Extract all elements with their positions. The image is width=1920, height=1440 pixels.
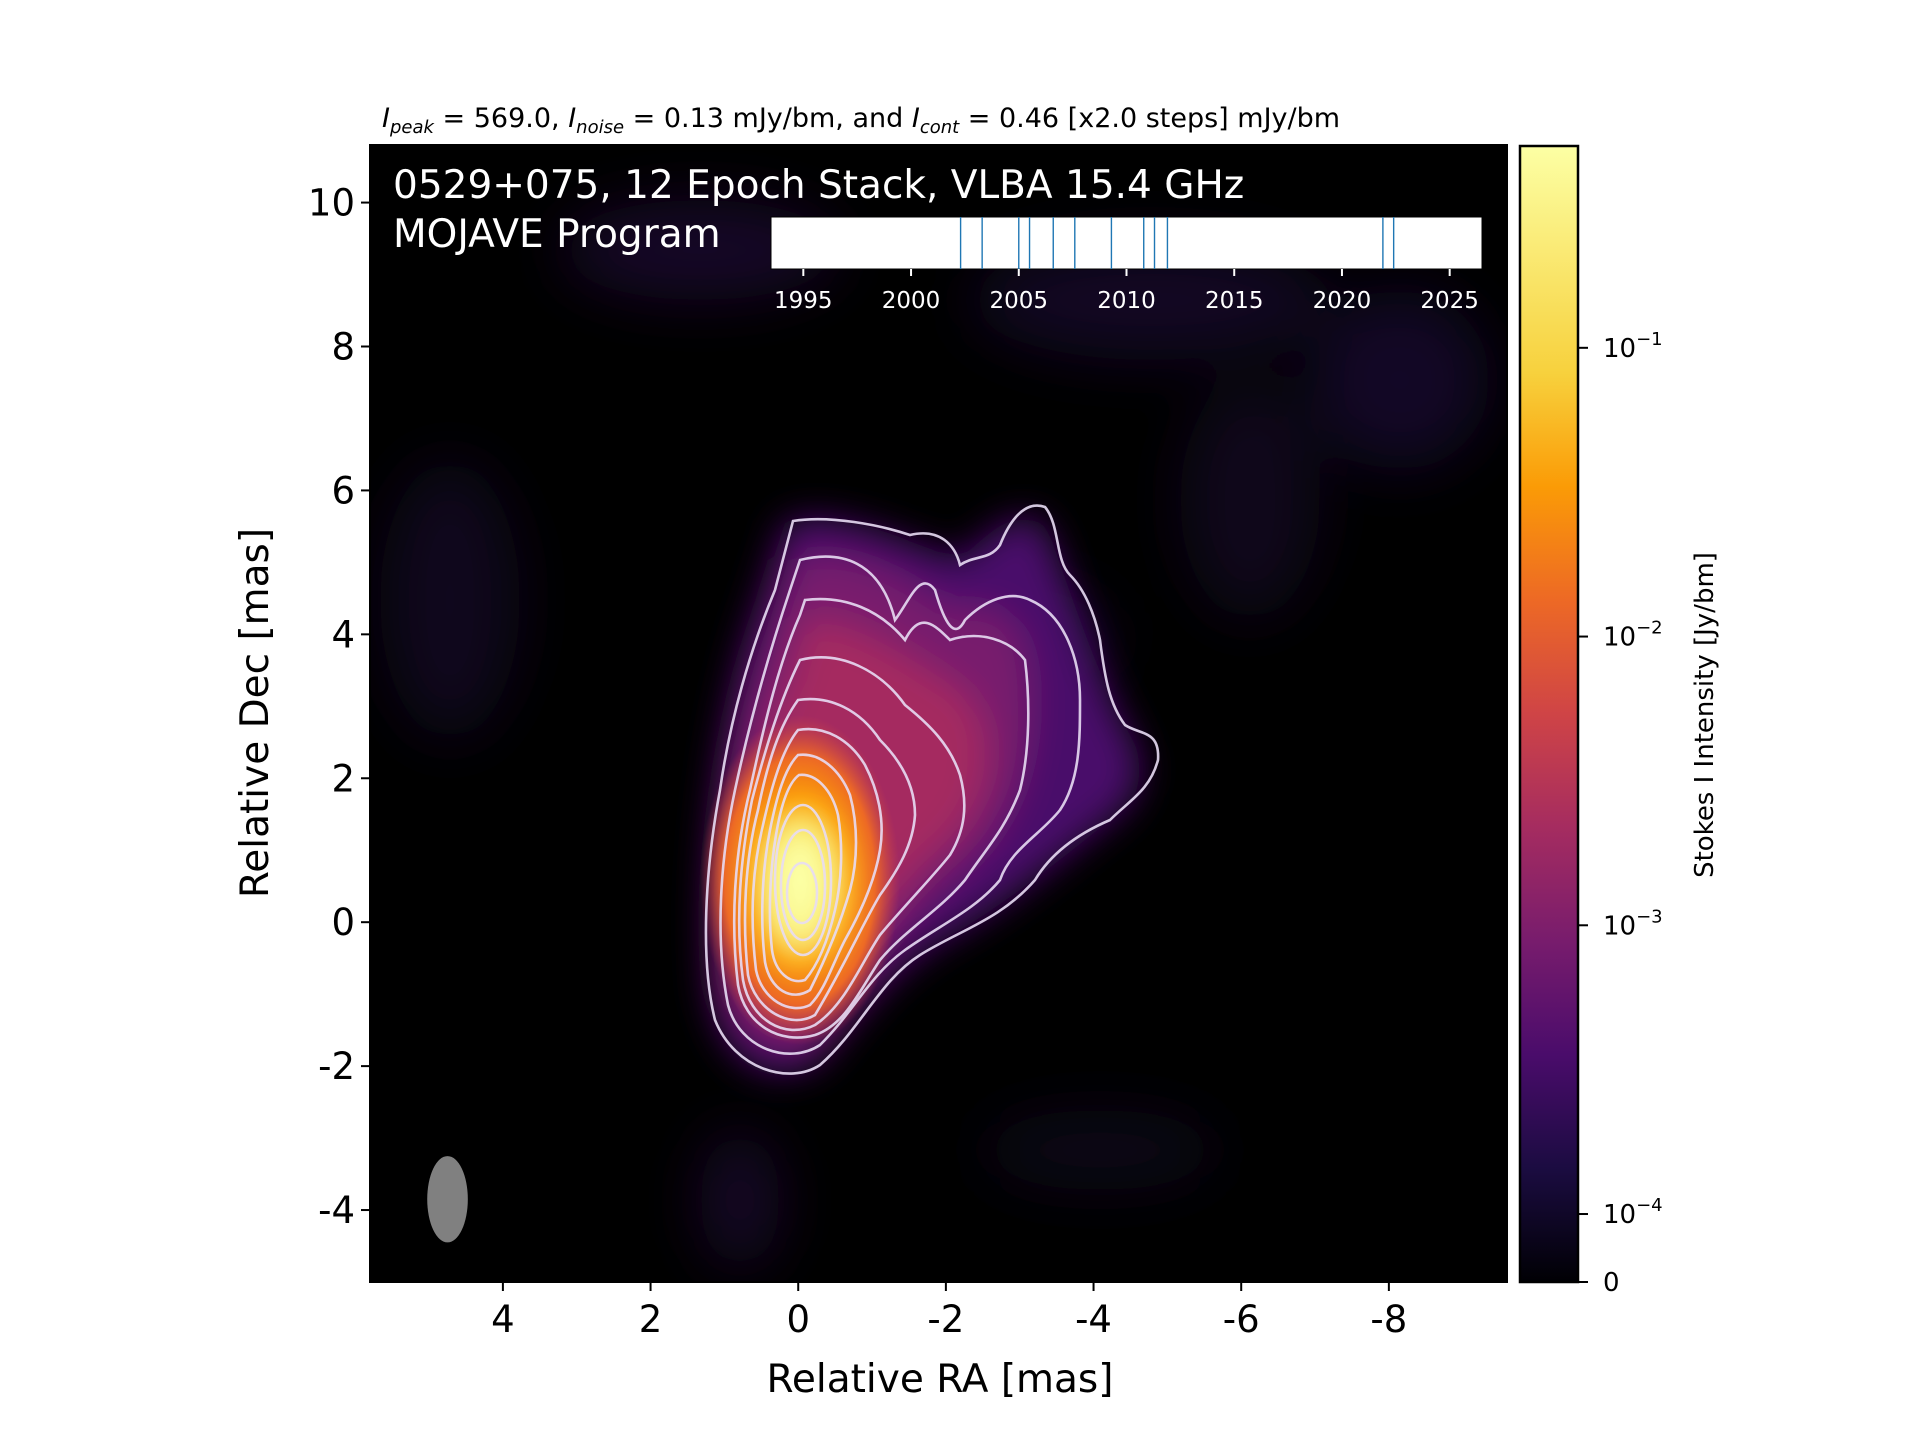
x-tick-label: 0 bbox=[786, 1298, 810, 1341]
epoch-tick-label: 2025 bbox=[1420, 288, 1479, 314]
title-cont-sub: cont bbox=[920, 117, 960, 138]
plot-frame bbox=[369, 144, 1508, 1283]
colorbar bbox=[1518, 144, 1580, 1284]
x-axis: 4 2 0 -2 -4 -6 -8 bbox=[491, 1282, 1407, 1341]
contour-level-3 bbox=[732, 597, 1030, 1039]
title-noise-sub: noise bbox=[576, 117, 624, 138]
colorbar-label: Stokes I Intensity [Jy/bm] bbox=[1690, 552, 1720, 878]
source-annotation-line2: MOJAVE Program bbox=[393, 212, 721, 257]
contour-level-1 bbox=[704, 504, 1160, 1075]
colorbar-tick-label: 10−3 bbox=[1603, 906, 1663, 941]
colorbar-tick-label: 0 bbox=[1603, 1268, 1620, 1298]
epoch-tick-label: 2015 bbox=[1205, 288, 1264, 314]
y-tick-label: -4 bbox=[318, 1189, 355, 1232]
x-tick-label: -8 bbox=[1370, 1298, 1407, 1341]
contour-level-4 bbox=[737, 656, 966, 1032]
colorbar-tick-label: 10−1 bbox=[1603, 329, 1663, 364]
chart-title: Ipeak = 569.0, Inoise = 0.13 mJy/bm, and… bbox=[382, 103, 1340, 138]
contour-level-2 bbox=[719, 555, 1082, 1055]
title-cont-symbol: I bbox=[912, 103, 920, 134]
y-axis: 10 8 6 4 2 0 -2 -4 bbox=[308, 182, 370, 1232]
y-axis-label: Relative Dec [mas] bbox=[233, 528, 278, 898]
epoch-tick-label: 1995 bbox=[774, 288, 833, 314]
source-annotation-line1: 0529+075, 12 Epoch Stack, VLBA 15.4 GHz bbox=[393, 163, 1244, 208]
contour-level-6 bbox=[751, 727, 883, 1010]
colorbar-ticks: 10−1 10−2 10−3 10−4 0 bbox=[1578, 329, 1663, 1298]
epoch-lines bbox=[959, 217, 1395, 269]
x-axis-label: Relative RA [mas] bbox=[767, 1357, 1114, 1402]
y-tick-label: 2 bbox=[331, 757, 355, 800]
x-tick-label: -4 bbox=[1075, 1298, 1112, 1341]
title-noise-value: = 0.13 mJy/bm, and bbox=[624, 103, 912, 134]
y-tick-label: -2 bbox=[318, 1045, 355, 1088]
y-tick-label: 10 bbox=[308, 182, 355, 225]
title-noise-symbol: I bbox=[568, 103, 576, 134]
epoch-timeline-box bbox=[770, 216, 1483, 270]
x-tick-label: 4 bbox=[491, 1298, 515, 1341]
epoch-tick-label: 2010 bbox=[1097, 288, 1156, 314]
title-peak-sub: peak bbox=[389, 117, 436, 138]
contour-level-7 bbox=[760, 753, 858, 996]
x-tick-label: -2 bbox=[927, 1298, 964, 1341]
y-tick-label: 8 bbox=[331, 325, 355, 368]
x-tick-label: -6 bbox=[1223, 1298, 1260, 1341]
contour-level-8 bbox=[768, 773, 843, 983]
plot-area: 0529+075, 12 Epoch Stack, VLBA 15.4 GHz … bbox=[370, 145, 1507, 1282]
y-tick-label: 4 bbox=[331, 613, 355, 656]
title-peak-symbol: I bbox=[382, 103, 390, 134]
colorbar-tick-label: 10−4 bbox=[1603, 1195, 1663, 1230]
y-tick-label: 0 bbox=[331, 901, 355, 944]
beam-ellipse bbox=[427, 1156, 468, 1243]
contours bbox=[704, 504, 1160, 1075]
epoch-tick-label: 2000 bbox=[882, 288, 941, 314]
epoch-ticks: 1995 2000 2005 2010 2015 2020 2025 bbox=[774, 269, 1479, 314]
title-peak-value: = 569.0, bbox=[434, 103, 568, 134]
contour-level-11 bbox=[785, 861, 819, 925]
title-cont-value: = 0.46 [x2.0 steps] mJy/bm bbox=[959, 103, 1340, 134]
contour-level-5 bbox=[743, 697, 917, 1022]
colorbar-tick-label: 10−2 bbox=[1603, 618, 1663, 653]
epoch-tick-label: 2005 bbox=[989, 288, 1048, 314]
epoch-tick-label: 2020 bbox=[1313, 288, 1372, 314]
contour-level-10 bbox=[779, 828, 827, 942]
contour-level-9 bbox=[773, 803, 833, 957]
y-tick-label: 6 bbox=[331, 469, 355, 512]
x-tick-label: 2 bbox=[639, 1298, 663, 1341]
